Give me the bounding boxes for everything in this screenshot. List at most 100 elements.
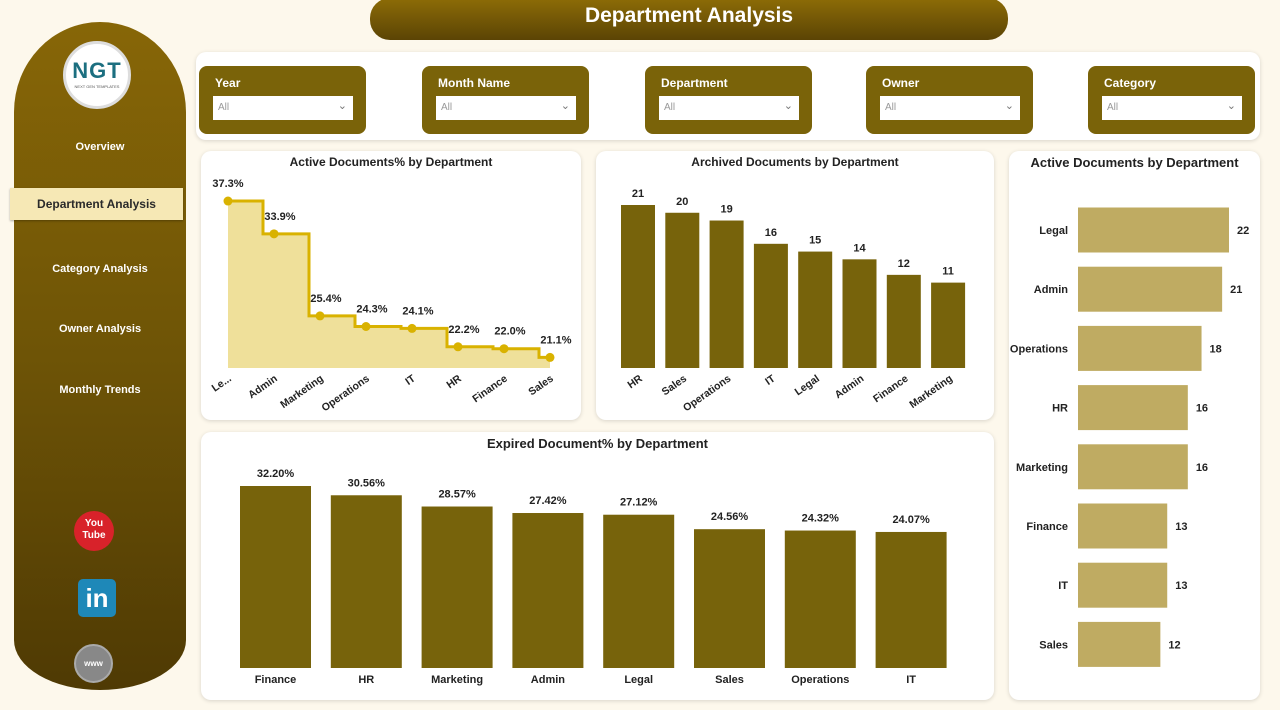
- x-tick-label: Legal: [793, 373, 822, 399]
- x-tick-label: HR: [444, 372, 464, 391]
- x-tick-label: Marketing: [431, 674, 483, 686]
- filter-month-name: Month Name All ⌄: [422, 66, 589, 134]
- nav-department-analysis[interactable]: Department Analysis: [10, 188, 183, 220]
- y-tick-label: HR: [1052, 403, 1068, 415]
- x-tick-label: Sales: [526, 373, 555, 399]
- filter-label: Department: [661, 76, 728, 90]
- filter-dropdown[interactable]: All ⌄: [659, 96, 799, 120]
- x-tick-label: Sales: [660, 373, 689, 399]
- bar: [240, 486, 311, 668]
- logo-text: NGT: [72, 58, 122, 83]
- y-tick-label: Legal: [1039, 225, 1068, 237]
- page-title: Department Analysis: [370, 0, 1008, 40]
- step-line: [228, 199, 550, 359]
- data-label: 16: [765, 227, 777, 239]
- nav-overview[interactable]: Overview: [75, 141, 125, 153]
- filter-year: Year All ⌄: [199, 66, 366, 134]
- filter-dropdown[interactable]: All ⌄: [1102, 96, 1242, 120]
- bar: [1078, 444, 1188, 490]
- data-point: [545, 352, 555, 362]
- bar: [330, 495, 402, 668]
- data-label: 24.07%: [892, 514, 930, 526]
- bar: [784, 530, 856, 668]
- filter-department: Department All ⌄: [645, 66, 812, 134]
- filter-dropdown[interactable]: All ⌄: [436, 96, 576, 120]
- bar: [1078, 266, 1223, 312]
- x-tick-label: Finance: [871, 373, 911, 406]
- data-label: 24.3%: [356, 304, 387, 316]
- bar: [421, 506, 493, 668]
- x-tick-label: Legal: [624, 674, 653, 686]
- y-tick-label: Finance: [1026, 521, 1068, 533]
- data-label: 21: [632, 188, 644, 200]
- bar: [694, 529, 765, 668]
- x-tick-label: IT: [763, 372, 778, 388]
- data-label: 15: [809, 235, 821, 247]
- data-label: 16: [1196, 462, 1208, 474]
- nav-category-analysis[interactable]: Category Analysis: [52, 263, 148, 275]
- y-tick-label: Admin: [1034, 284, 1069, 296]
- data-point: [223, 196, 233, 206]
- x-tick-label: Operations: [319, 373, 371, 415]
- data-label: 32.20%: [257, 468, 295, 480]
- data-point: [453, 342, 463, 352]
- data-label: 37.3%: [212, 178, 243, 190]
- filter-value: All: [441, 102, 453, 113]
- data-label: 27.12%: [620, 497, 658, 509]
- filter-value: All: [1107, 102, 1119, 113]
- linkedin-icon[interactable]: in: [78, 579, 116, 617]
- filter-label: Year: [215, 76, 241, 90]
- data-point: [361, 322, 371, 332]
- data-point: [499, 344, 509, 354]
- bar: [931, 282, 966, 368]
- filter-dropdown[interactable]: All ⌄: [880, 96, 1020, 120]
- data-label: 12: [898, 258, 910, 270]
- filter-label: Owner: [882, 76, 920, 90]
- y-tick-label: Operations: [1010, 343, 1068, 355]
- x-tick-label: Admin: [531, 674, 566, 686]
- chart-title: Active Documents% by Department: [289, 155, 493, 169]
- filter-owner: Owner All ⌄: [866, 66, 1033, 134]
- data-label: 33.9%: [264, 211, 295, 223]
- bar: [621, 205, 655, 368]
- bar: [709, 220, 744, 368]
- bar: [1078, 325, 1202, 371]
- data-label: 25.4%: [310, 293, 341, 305]
- chevron-down-icon: ⌄: [560, 100, 570, 112]
- x-tick-label: Marketing: [907, 373, 955, 411]
- filter-label: Month Name: [438, 76, 510, 90]
- x-tick-label: Marketing: [278, 373, 326, 411]
- website-icon[interactable]: www: [74, 644, 113, 683]
- bar: [665, 212, 700, 368]
- data-label: 19: [720, 204, 732, 216]
- sidebar: [14, 22, 186, 690]
- data-point: [407, 323, 417, 333]
- chevron-down-icon: ⌄: [1004, 100, 1014, 112]
- data-label: 30.56%: [348, 477, 386, 489]
- data-label: 21.1%: [540, 334, 571, 346]
- bar: [1078, 562, 1168, 608]
- x-tick-label: HR: [358, 674, 374, 686]
- x-tick-label: Admin: [833, 373, 867, 402]
- bar: [886, 274, 921, 368]
- data-label: 22.2%: [448, 324, 479, 336]
- filter-value: All: [218, 102, 230, 113]
- y-tick-label: Sales: [1039, 639, 1068, 651]
- chart-title: Expired Document% by Department: [486, 436, 709, 451]
- data-point: [315, 311, 325, 321]
- x-tick-label: Finance: [255, 674, 297, 686]
- nav-owner-analysis[interactable]: Owner Analysis: [58, 323, 142, 335]
- data-label: 14: [853, 242, 866, 254]
- data-label: 28.57%: [438, 489, 476, 501]
- y-tick-label: IT: [1058, 580, 1068, 592]
- x-tick-label: Operations: [681, 373, 733, 415]
- data-label: 21: [1230, 284, 1242, 296]
- nav-monthly-trends[interactable]: Monthly Trends: [59, 384, 141, 396]
- bar: [1078, 385, 1188, 431]
- youtube-icon[interactable]: You Tube: [74, 511, 114, 551]
- x-tick-label: Sales: [715, 674, 744, 686]
- chart-title: Active Documents by Department: [1030, 155, 1239, 170]
- x-tick-label: Admin: [246, 373, 280, 402]
- filter-dropdown[interactable]: All ⌄: [213, 96, 353, 120]
